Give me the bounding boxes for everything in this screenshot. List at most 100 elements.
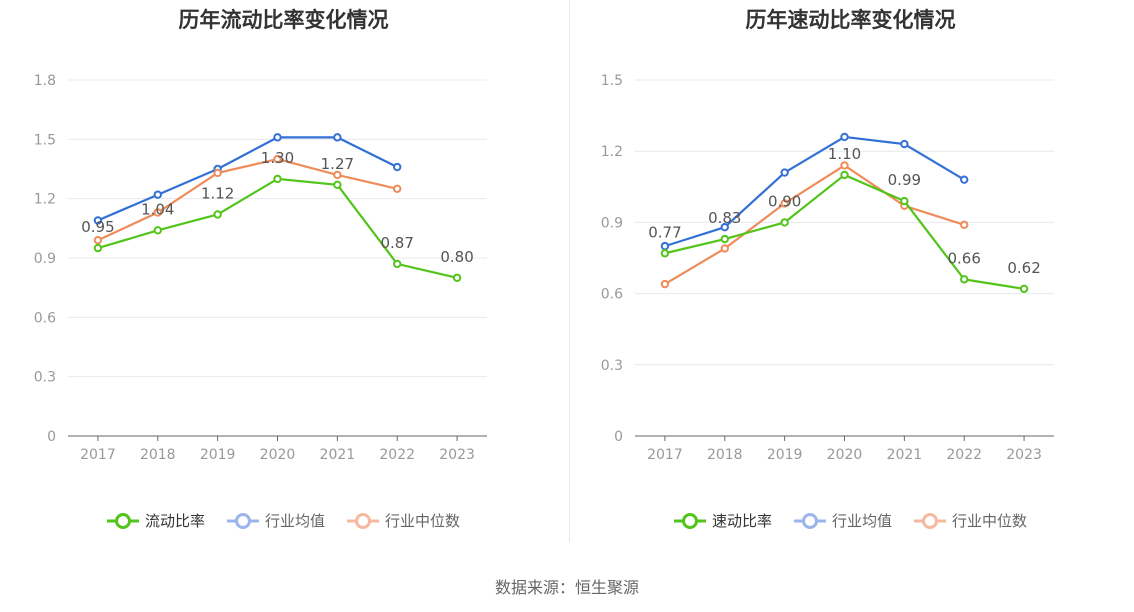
- y-tick-label: 0.3: [34, 370, 56, 386]
- data-point: [273, 154, 282, 164]
- data-point: [900, 196, 909, 206]
- x-tick-label: 2021: [887, 447, 923, 463]
- data-label: 0.83: [708, 209, 741, 227]
- series-line: [664, 135, 965, 248]
- chart-legend: 速动比率 行业均值 行业中位数: [567, 510, 1134, 531]
- data-point: [780, 168, 789, 177]
- series-line: [664, 164, 965, 286]
- legend-label: 行业均值: [264, 512, 325, 530]
- data-point: [333, 170, 342, 180]
- data-point: [960, 275, 969, 284]
- data-label: 0.99: [888, 171, 921, 189]
- chart-legend: 流动比率 行业均值 行业中位数: [0, 510, 567, 531]
- data-point: [960, 175, 969, 184]
- data-label: 1.10: [828, 145, 861, 163]
- current-ratio-chart: 历年流动比率变化情况 0 0.3 0.6 0.9 1.2 1.5 1.8 2017 2018 20…: [0, 0, 567, 560]
- data-point: [153, 190, 162, 199]
- data-point: [393, 259, 402, 269]
- data-point: [660, 279, 670, 289]
- x-tick-label: 2023: [439, 447, 475, 463]
- legend-item-industry-median[interactable]: 行业中位数: [347, 510, 460, 531]
- x-tick-label: 2018: [140, 447, 176, 463]
- data-point: [393, 162, 402, 172]
- legend-item-current-ratio[interactable]: 流动比率: [106, 510, 205, 531]
- y-tick-label: 0.6: [601, 287, 623, 303]
- data-label: 0.77: [648, 223, 681, 241]
- x-tick-label: 2022: [946, 447, 982, 463]
- y-tick-label: 0.6: [34, 310, 56, 326]
- data-point: [840, 161, 849, 170]
- data-point: [333, 133, 342, 142]
- y-tick-label: 0: [614, 429, 623, 445]
- x-tick-label: 2023: [1006, 447, 1042, 463]
- x-tick-label: 2017: [647, 447, 683, 463]
- series-line: [97, 177, 458, 279]
- data-point: [900, 139, 909, 149]
- legend-item-quick-ratio[interactable]: 速动比率: [673, 510, 772, 531]
- data-point: [660, 241, 670, 251]
- data-label: 1.12: [201, 184, 234, 202]
- y-tick-label: 1.2: [601, 144, 623, 160]
- legend-item-industry-median[interactable]: 行业中位数: [914, 510, 1027, 531]
- legend-label: 行业中位数: [385, 512, 461, 530]
- data-point: [93, 243, 103, 253]
- y-tick-label: 0: [47, 429, 56, 445]
- legend-line-icon: [673, 512, 706, 529]
- data-point: [720, 234, 729, 244]
- legend-line-icon: [347, 512, 379, 529]
- chart-title: 历年速动比率变化情况: [745, 8, 956, 32]
- x-tick-label: 2019: [767, 447, 803, 463]
- data-source-note: 数据来源：恒生聚源: [494, 578, 639, 597]
- legend-line-icon: [793, 512, 826, 529]
- legend-label: 行业均值: [831, 512, 892, 530]
- data-label: 1.04: [141, 200, 174, 218]
- series-line: [97, 136, 398, 222]
- data-point: [333, 180, 342, 190]
- data-point: [780, 199, 789, 208]
- data-point: [273, 133, 282, 142]
- series-line: [664, 173, 1025, 290]
- data-point: [1019, 284, 1029, 294]
- data-point: [720, 244, 729, 253]
- x-tick-label: 2020: [827, 447, 863, 463]
- data-point: [720, 222, 729, 232]
- y-tick-label: 0.3: [601, 358, 623, 374]
- data-label: 0.62: [1007, 259, 1040, 277]
- legend-label: 行业中位数: [952, 512, 1028, 530]
- legend-line-icon: [106, 512, 139, 529]
- current-ratio-plot: 0 0.3 0.6 0.9 1.2 1.5 1.8 2017 2018 2019 2020 2021 2…: [34, 73, 487, 463]
- data-point: [780, 218, 789, 227]
- data-label: 0.95: [81, 218, 114, 236]
- data-point: [660, 249, 670, 258]
- quick-ratio-plot: 0 0.3 0.6 0.9 1.2 1.5 2017 2018 2019 2020 2021 2022…: [601, 73, 1054, 463]
- data-label: 0.90: [768, 192, 801, 210]
- data-point: [393, 184, 402, 193]
- data-point: [213, 168, 222, 178]
- panel-divider: [569, 0, 570, 542]
- series-line: [97, 158, 398, 242]
- data-point: [153, 226, 162, 235]
- data-point: [213, 210, 222, 219]
- data-label: 0.80: [440, 248, 473, 266]
- x-tick-label: 2022: [379, 447, 415, 463]
- y-tick-label: 1.5: [601, 73, 623, 89]
- quick-ratio-chart: 历年速动比率变化情况 0 0.3 0.6 0.9 1.2 1.5 2017 2018 2019 2…: [567, 0, 1134, 560]
- x-tick-label: 2020: [260, 447, 296, 463]
- data-label: 1.30: [261, 149, 294, 167]
- data-point: [452, 273, 462, 282]
- legend-item-industry-average[interactable]: 行业均值: [226, 510, 325, 531]
- data-label: 0.87: [381, 234, 414, 252]
- data-point: [93, 216, 103, 225]
- legend-item-industry-average[interactable]: 行业均值: [793, 510, 892, 531]
- data-point: [960, 220, 969, 229]
- y-tick-label: 1.5: [34, 132, 56, 148]
- legend-label: 速动比率: [711, 512, 772, 530]
- x-tick-label: 2019: [200, 447, 236, 463]
- y-tick-label: 0.9: [34, 251, 56, 267]
- data-point: [840, 132, 849, 142]
- legend-label: 流动比率: [144, 512, 205, 530]
- x-tick-label: 2018: [707, 447, 743, 463]
- data-label: 0.66: [948, 249, 981, 267]
- data-point: [273, 174, 282, 184]
- legend-line-icon: [914, 512, 946, 529]
